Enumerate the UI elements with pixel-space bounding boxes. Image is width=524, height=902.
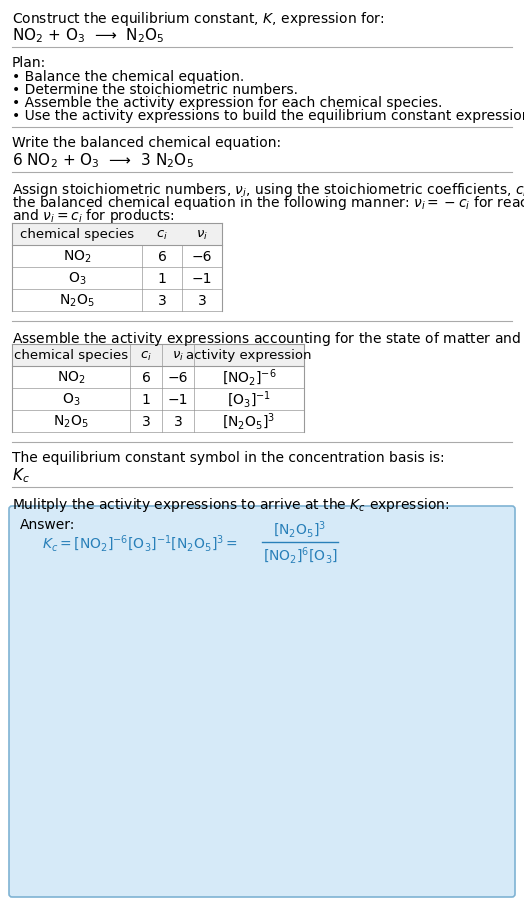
Text: chemical species: chemical species xyxy=(14,349,128,362)
FancyBboxPatch shape xyxy=(12,268,222,290)
Text: [N$_2$O$_5$]$^3$: [N$_2$O$_5$]$^3$ xyxy=(223,411,276,432)
Text: $[\mathrm{N_2O_5}]^3$: $[\mathrm{N_2O_5}]^3$ xyxy=(274,519,326,539)
Text: • Use the activity expressions to build the equilibrium constant expression.: • Use the activity expressions to build … xyxy=(12,109,524,123)
Text: $\nu_i$: $\nu_i$ xyxy=(196,228,208,241)
Text: Assign stoichiometric numbers, $\nu_i$, using the stoichiometric coefficients, $: Assign stoichiometric numbers, $\nu_i$, … xyxy=(12,180,524,198)
Text: 6: 6 xyxy=(158,250,167,263)
FancyBboxPatch shape xyxy=(12,245,222,268)
Text: Answer:: Answer: xyxy=(20,518,75,531)
FancyBboxPatch shape xyxy=(12,224,222,245)
Text: NO$_2$: NO$_2$ xyxy=(57,370,85,386)
Text: NO$_2$: NO$_2$ xyxy=(63,249,91,265)
Text: N$_2$O$_5$: N$_2$O$_5$ xyxy=(53,413,89,429)
Text: −6: −6 xyxy=(168,371,188,384)
Text: 6: 6 xyxy=(141,371,150,384)
Text: O$_3$: O$_3$ xyxy=(62,391,80,408)
Text: the balanced chemical equation in the following manner: $\nu_i = -c_i$ for react: the balanced chemical equation in the fo… xyxy=(12,194,524,212)
Text: Plan:: Plan: xyxy=(12,56,46,70)
Text: 3: 3 xyxy=(141,415,150,428)
Text: 3: 3 xyxy=(158,294,167,308)
Text: • Balance the chemical equation.: • Balance the chemical equation. xyxy=(12,70,244,84)
Text: 1: 1 xyxy=(141,392,150,407)
Text: $\nu_i$: $\nu_i$ xyxy=(172,349,184,362)
Text: [NO$_2$]$^{-6}$: [NO$_2$]$^{-6}$ xyxy=(222,367,276,388)
Text: NO$_2$ + O$_3$  ⟶  N$_2$O$_5$: NO$_2$ + O$_3$ ⟶ N$_2$O$_5$ xyxy=(12,26,165,45)
Text: The equilibrium constant symbol in the concentration basis is:: The equilibrium constant symbol in the c… xyxy=(12,450,445,465)
Text: $K_c = [\mathrm{NO_2}]^{-6}[\mathrm{O_3}]^{-1}[\mathrm{N_2O_5}]^3 = $: $K_c = [\mathrm{NO_2}]^{-6}[\mathrm{O_3}… xyxy=(42,533,238,554)
Text: 3: 3 xyxy=(198,294,206,308)
Text: $K_c$: $K_c$ xyxy=(12,465,30,484)
Text: −1: −1 xyxy=(192,272,212,286)
Text: O$_3$: O$_3$ xyxy=(68,271,86,287)
Text: Mulitply the activity expressions to arrive at the $K_c$ expression:: Mulitply the activity expressions to arr… xyxy=(12,495,450,513)
Text: 6 NO$_2$ + O$_3$  ⟶  3 N$_2$O$_5$: 6 NO$_2$ + O$_3$ ⟶ 3 N$_2$O$_5$ xyxy=(12,151,194,170)
FancyBboxPatch shape xyxy=(12,290,222,312)
Text: 3: 3 xyxy=(173,415,182,428)
Text: • Assemble the activity expression for each chemical species.: • Assemble the activity expression for e… xyxy=(12,96,442,110)
Text: • Determine the stoichiometric numbers.: • Determine the stoichiometric numbers. xyxy=(12,83,298,97)
Text: $c_i$: $c_i$ xyxy=(140,349,152,362)
Text: activity expression: activity expression xyxy=(186,349,312,362)
Text: −6: −6 xyxy=(192,250,212,263)
Text: $c_i$: $c_i$ xyxy=(156,228,168,241)
FancyBboxPatch shape xyxy=(12,345,304,366)
Text: and $\nu_i = c_i$ for products:: and $\nu_i = c_i$ for products: xyxy=(12,207,175,225)
Text: −1: −1 xyxy=(168,392,188,407)
Text: Construct the equilibrium constant, $K$, expression for:: Construct the equilibrium constant, $K$,… xyxy=(12,10,385,28)
Text: 1: 1 xyxy=(158,272,167,286)
Text: Assemble the activity expressions accounting for the state of matter and $\nu_i$: Assemble the activity expressions accoun… xyxy=(12,329,524,347)
Text: [O$_3$]$^{-1}$: [O$_3$]$^{-1}$ xyxy=(227,390,271,410)
Text: Write the balanced chemical equation:: Write the balanced chemical equation: xyxy=(12,136,281,150)
Text: N$_2$O$_5$: N$_2$O$_5$ xyxy=(59,292,95,308)
FancyBboxPatch shape xyxy=(9,506,515,897)
Text: $[\mathrm{NO_2}]^6[\mathrm{O_3}]$: $[\mathrm{NO_2}]^6[\mathrm{O_3}]$ xyxy=(263,546,337,566)
Text: chemical species: chemical species xyxy=(20,228,134,241)
